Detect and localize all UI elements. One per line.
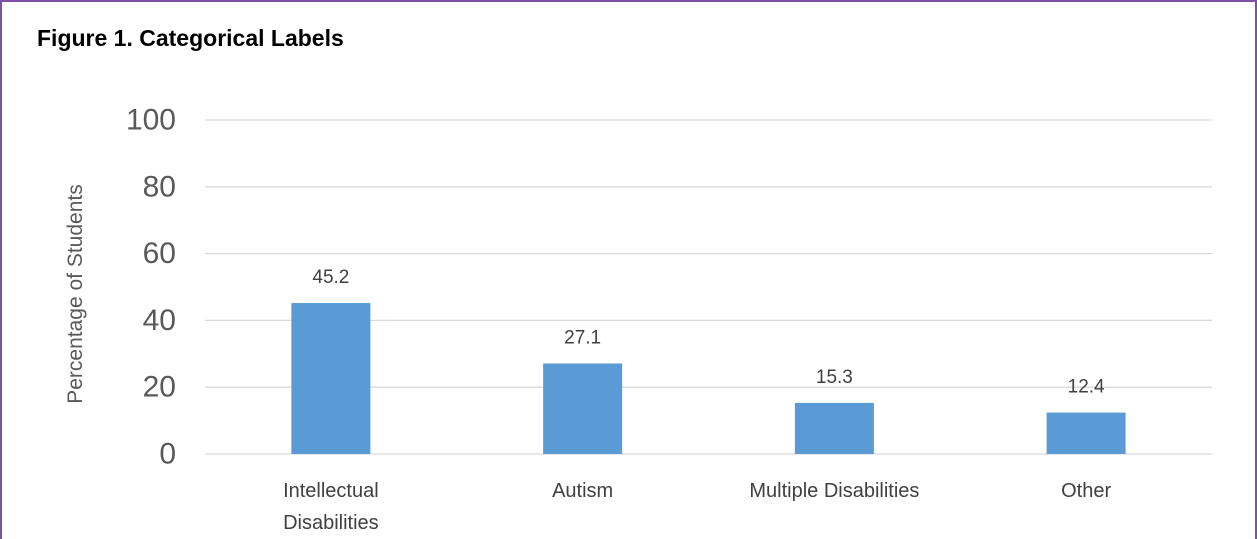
y-axis-ticks: 0 20 40 60 80 100 xyxy=(126,104,176,471)
y-tick-label: 20 xyxy=(143,371,176,404)
x-tick-label: Intellectual xyxy=(283,480,379,502)
y-tick-label: 0 xyxy=(159,438,176,471)
bar xyxy=(291,303,371,454)
figure-title: Figure 1. Categorical Labels xyxy=(37,25,344,51)
bar xyxy=(1046,412,1126,454)
y-tick-label: 100 xyxy=(126,104,176,137)
data-label: 27.1 xyxy=(564,327,601,348)
category-labels: Intellectual Disabilities Autism Multiple D… xyxy=(283,480,1111,534)
x-tick-label: Multiple Disabilities xyxy=(749,480,919,502)
x-tick-label: Other xyxy=(1061,480,1111,502)
y-tick-label: 60 xyxy=(143,237,176,270)
bar xyxy=(543,363,623,454)
x-tick-label: Autism xyxy=(552,480,613,502)
y-axis-title: Percentage of Students xyxy=(64,184,87,404)
data-label: 12.4 xyxy=(1068,377,1105,398)
gridlines xyxy=(205,119,1212,455)
data-label: 45.2 xyxy=(312,267,349,288)
y-tick-label: 80 xyxy=(143,170,176,203)
value-labels: 45.2 27.1 15.3 12.4 xyxy=(312,267,1105,398)
data-label: 15.3 xyxy=(816,367,853,388)
y-tick-label: 40 xyxy=(143,304,176,337)
bars xyxy=(291,303,1126,454)
x-tick-label: Disabilities xyxy=(283,512,379,534)
bar xyxy=(794,402,874,454)
